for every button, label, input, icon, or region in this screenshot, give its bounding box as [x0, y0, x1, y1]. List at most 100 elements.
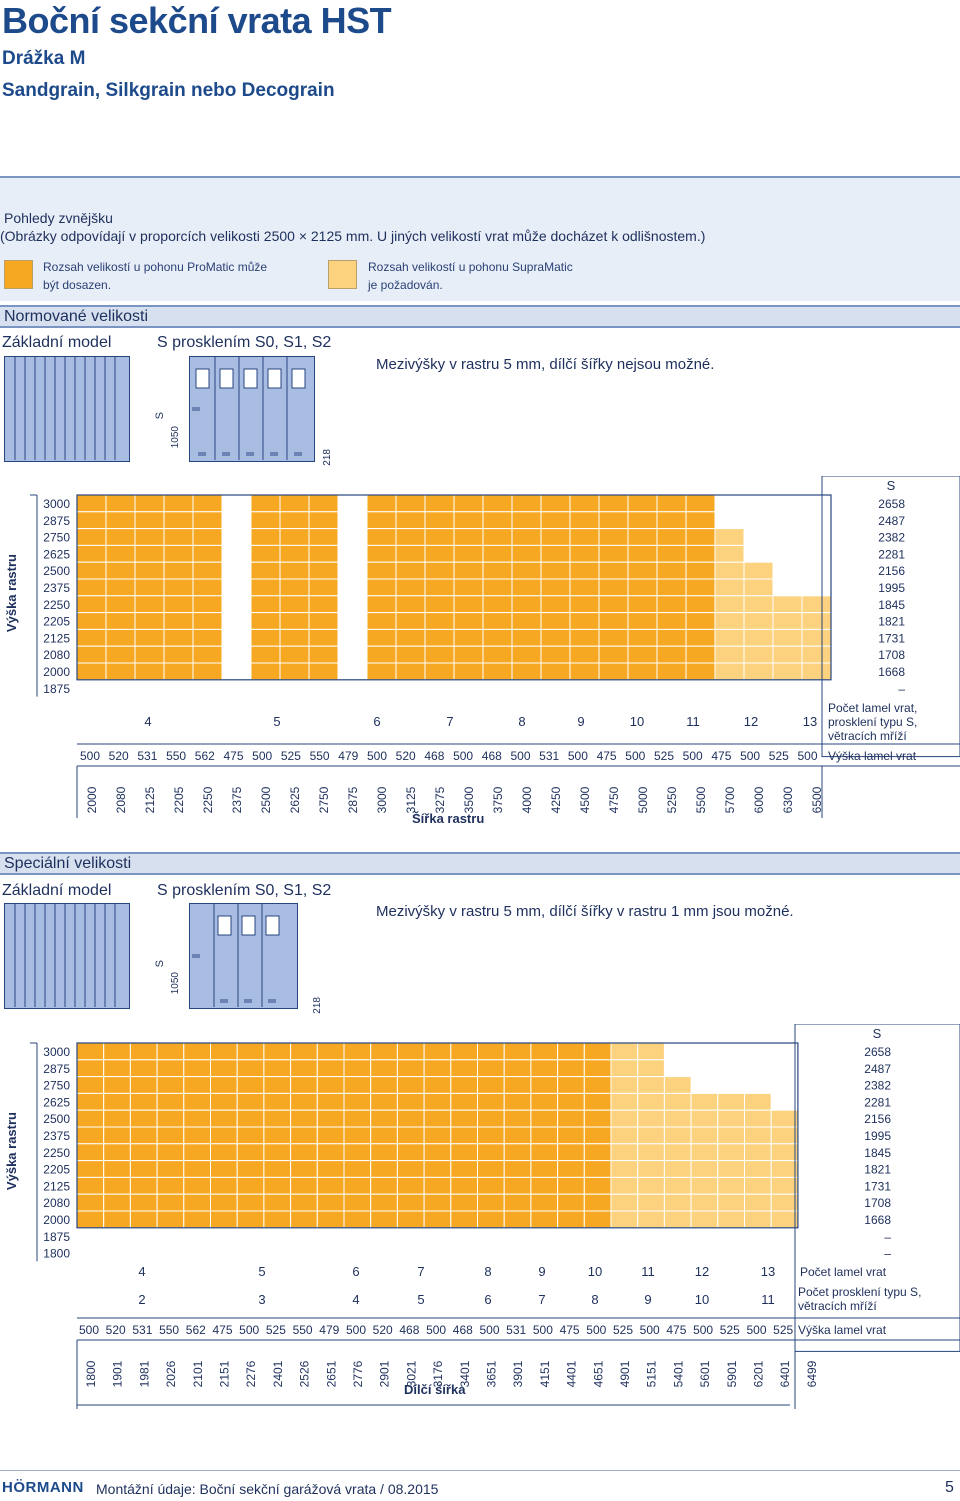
grid-cell — [583, 1176, 612, 1195]
grid-cell — [530, 1076, 559, 1094]
grid-cell — [183, 1160, 212, 1178]
grid-cell — [76, 1210, 105, 1229]
grid-cell — [156, 1143, 185, 1162]
normal-lamel-height: 500 — [797, 749, 817, 763]
grid-cell — [156, 1126, 185, 1145]
grid-cell — [503, 1210, 532, 1229]
special-height-label: 2750 — [43, 1079, 70, 1093]
special-lamel-height: 525 — [266, 1323, 286, 1337]
grid-cell — [540, 662, 571, 681]
special-width-label: 3176 — [431, 1360, 445, 1387]
grid-cell — [263, 1160, 292, 1178]
special-lamel-height: 550 — [293, 1323, 313, 1337]
grid-cell — [511, 595, 542, 614]
grid-cell — [343, 1143, 372, 1162]
grid-cell — [395, 511, 426, 530]
grid-cell — [540, 645, 571, 664]
normal-lamel-height: 500 — [740, 749, 760, 763]
normal-dim-s: S — [154, 412, 166, 420]
grid-cell — [511, 528, 542, 546]
grid-cell — [343, 1076, 372, 1094]
grid-cell — [423, 1176, 452, 1195]
grid-cell — [343, 1109, 372, 1128]
grid-cell — [482, 595, 513, 614]
grid-cell — [540, 544, 571, 563]
normal-lamel-count: 10 — [630, 714, 644, 729]
grid-cell — [637, 1042, 665, 1061]
grid-cell — [163, 578, 194, 597]
grid-cell — [744, 1126, 772, 1145]
grid-cell — [453, 511, 484, 530]
normal-lamel-count: 13 — [803, 714, 817, 729]
grid-cell — [308, 511, 339, 530]
grid-cell — [424, 612, 455, 630]
grid-cell — [717, 1160, 745, 1178]
normal-width-label: 2500 — [259, 786, 273, 813]
views-heading: Pohledy zvnějšku — [4, 210, 113, 226]
grid-cell — [396, 1109, 425, 1128]
grid-cell — [540, 561, 571, 580]
normal-width-label: 2625 — [288, 786, 302, 813]
normal-lamel-height: 525 — [654, 749, 674, 763]
special-lamel-height: 468 — [453, 1323, 473, 1337]
special-width-label: 3401 — [458, 1360, 472, 1387]
grid-cell — [511, 645, 542, 664]
grid-cell — [250, 528, 281, 546]
grid-cell — [263, 1109, 292, 1128]
grid-cell — [627, 561, 658, 580]
normal-door-basic — [4, 356, 130, 462]
grid-cell — [511, 662, 542, 681]
special-glazing-count: 9 — [644, 1292, 651, 1307]
normal-lamel-height: 500 — [80, 749, 100, 763]
grid-cell — [656, 528, 687, 546]
grid-cell — [163, 544, 194, 563]
grid-cell — [424, 645, 455, 664]
grid-cell — [316, 1193, 345, 1212]
grid-cell — [511, 628, 542, 647]
grid-cell — [370, 1176, 398, 1195]
grid-cell — [656, 511, 687, 530]
special-s-value: – — [884, 1247, 891, 1261]
normal-width-label: 4250 — [549, 786, 563, 813]
grid-cell — [105, 628, 136, 647]
grid-cell — [714, 561, 745, 580]
grid-cell — [129, 1160, 158, 1178]
grid-cell — [396, 1160, 425, 1178]
grid-cell — [76, 662, 107, 681]
grid-cell — [210, 1109, 238, 1128]
grid-cell — [308, 628, 339, 647]
grid-cell — [76, 1193, 105, 1212]
special-s-value: – — [884, 1230, 891, 1244]
grid-cell — [583, 1160, 612, 1178]
grid-cell — [477, 1042, 505, 1061]
grid-cell — [156, 1109, 185, 1128]
grid-cell — [637, 1160, 665, 1178]
grid-cell — [503, 1076, 532, 1094]
grid-cell — [482, 662, 513, 681]
grid-cell — [530, 1160, 559, 1178]
grid-cell — [396, 1076, 425, 1094]
special-glazing-count: 11 — [761, 1292, 775, 1307]
grid-cell — [396, 1210, 425, 1229]
special-lamel-height: 500 — [239, 1323, 259, 1337]
grid-cell — [450, 1042, 478, 1061]
grid-cell — [627, 544, 658, 563]
footer-text: Montážní údaje: Boční sekční garážová vr… — [96, 1481, 439, 1497]
grid-cell — [743, 595, 774, 614]
special-door-s — [189, 903, 298, 1009]
grid-cell — [163, 662, 194, 681]
special-lamel-height: 562 — [186, 1323, 206, 1337]
grid-cell — [503, 1193, 532, 1212]
grid-cell — [423, 1059, 452, 1078]
special-glazing-count: 6 — [484, 1292, 491, 1307]
grid-cell — [250, 561, 281, 580]
normal-lamel-height: 468 — [424, 749, 444, 763]
grid-cell — [801, 628, 832, 647]
grid-cell — [530, 1210, 559, 1229]
grid-cell — [744, 1210, 772, 1229]
grid-cell — [569, 612, 600, 630]
grid-cell — [279, 612, 310, 630]
grid-cell — [103, 1092, 131, 1111]
grid-cell — [103, 1126, 131, 1145]
grid-cell — [129, 1143, 158, 1162]
